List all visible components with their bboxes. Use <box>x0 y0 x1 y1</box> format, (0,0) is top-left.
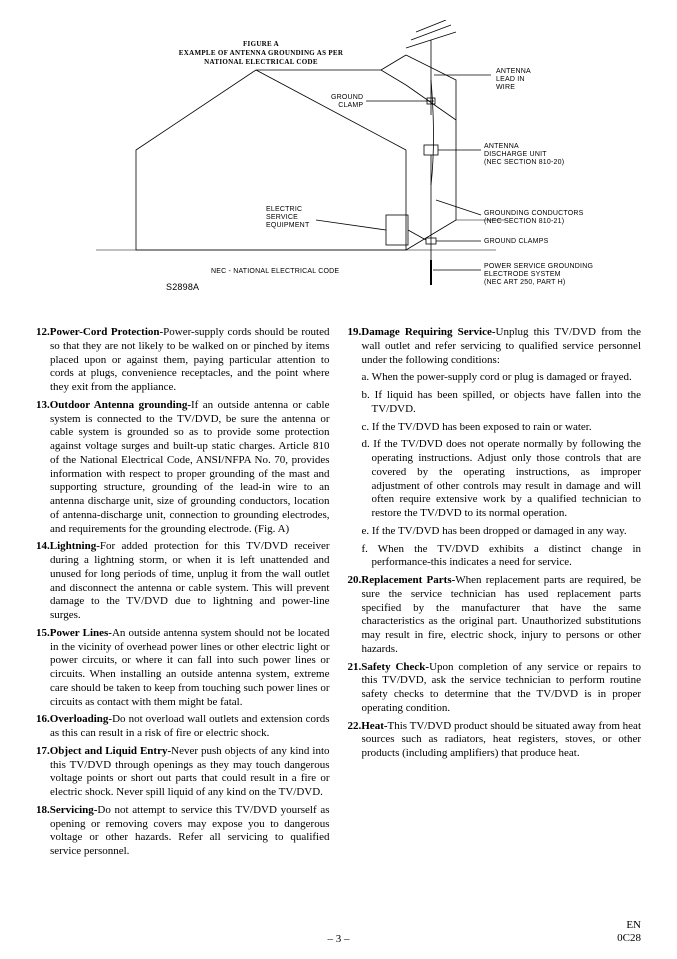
page-number: – 3 – <box>0 933 677 945</box>
manual-page: FIGURE A EXAMPLE OF ANTENNA GROUNDING AS… <box>0 0 677 959</box>
numbered-item: 13.Outdoor Antenna grounding-If an outsi… <box>36 399 330 537</box>
numbered-item: 14.Lightning-For added protection for th… <box>36 540 330 623</box>
right-column: 19.Damage Requiring Service-Unplug this … <box>348 326 642 863</box>
numbered-item: 18.Servicing-Do not attempt to service t… <box>36 804 330 859</box>
content-columns: 12.Power-Cord Protection-Power-supply co… <box>36 326 641 863</box>
numbered-item: 22.Heat-This TV/DVD product should be si… <box>348 720 642 761</box>
footer-lang: EN <box>617 919 641 932</box>
figure-title: FIGURE A <box>156 40 366 49</box>
label-discharge-unit: ANTENNA DISCHARGE UNIT (NEC SECTION 810-… <box>484 143 564 167</box>
figure-a: FIGURE A EXAMPLE OF ANTENNA GROUNDING AS… <box>36 20 641 320</box>
sub-item: a. When the power-supply cord or plug is… <box>348 371 642 385</box>
numbered-item: 16.Overloading-Do not overload wall outl… <box>36 713 330 741</box>
label-ground-clamps: GROUND CLAMPS <box>484 238 548 246</box>
numbered-item: 20.Replacement Parts-When replacement pa… <box>348 574 642 657</box>
figure-caption: FIGURE A EXAMPLE OF ANTENNA GROUNDING AS… <box>156 40 366 67</box>
label-antenna-lead: ANTENNA LEAD IN WIRE <box>496 68 531 92</box>
sub-item: f. When the TV/DVD exhibits a distinct c… <box>348 543 642 571</box>
label-electric-service: ELECTRIC SERVICE EQUIPMENT <box>266 206 309 230</box>
footer-codes: EN 0C28 <box>617 919 641 945</box>
footer-code: 0C28 <box>617 932 641 945</box>
page-footer: – 3 – EN 0C28 <box>0 933 677 945</box>
figure-subtitle-2: NATIONAL ELECTRICAL CODE <box>156 58 366 67</box>
label-model: S2898A <box>166 282 199 292</box>
label-ground-clamp-top: GROUND CLAMP <box>331 94 363 110</box>
sub-item: d. If the TV/DVD does not operate normal… <box>348 438 642 521</box>
label-grounding-conductors: GROUNDING CONDUCTORS (NEC SECTION 810-21… <box>484 210 584 226</box>
numbered-item: 19.Damage Requiring Service-Unplug this … <box>348 326 642 367</box>
numbered-item: 12.Power-Cord Protection-Power-supply co… <box>36 326 330 395</box>
sub-item: b. If liquid has been spilled, or object… <box>348 389 642 417</box>
numbered-item: 17.Object and Liquid Entry-Never push ob… <box>36 745 330 800</box>
numbered-item: 15.Power Lines-An outside antenna system… <box>36 627 330 710</box>
left-column: 12.Power-Cord Protection-Power-supply co… <box>36 326 330 863</box>
numbered-item: 21.Safety Check-Upon completion of any s… <box>348 661 642 716</box>
label-nec-note: NEC - NATIONAL ELECTRICAL CODE <box>211 268 339 276</box>
label-power-service: POWER SERVICE GROUNDING ELECTRODE SYSTEM… <box>484 263 593 287</box>
figure-subtitle-1: EXAMPLE OF ANTENNA GROUNDING AS PER <box>156 49 366 58</box>
sub-item: e. If the TV/DVD has been dropped or dam… <box>348 525 642 539</box>
sub-item: c. If the TV/DVD has been exposed to rai… <box>348 421 642 435</box>
